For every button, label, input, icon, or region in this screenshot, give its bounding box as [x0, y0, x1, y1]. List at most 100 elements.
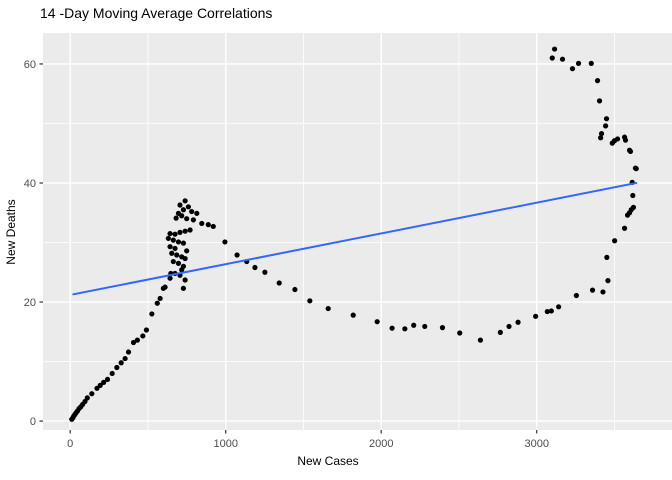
data-point	[187, 227, 193, 233]
data-point	[569, 66, 576, 72]
data-point	[559, 56, 566, 62]
data-point	[167, 275, 173, 281]
data-point	[170, 237, 176, 243]
data-point	[325, 305, 331, 312]
data-point	[180, 285, 187, 291]
data-point	[439, 325, 446, 331]
data-point	[402, 326, 408, 332]
data-point	[84, 395, 90, 401]
data-point	[170, 258, 176, 265]
data-point	[588, 60, 594, 66]
data-point	[497, 329, 503, 335]
data-point	[594, 78, 601, 84]
data-point	[575, 60, 582, 66]
data-point	[154, 300, 160, 306]
data-point	[551, 46, 558, 52]
data-point	[143, 327, 150, 333]
data-point	[172, 245, 178, 252]
data-point	[515, 319, 521, 325]
data-point	[184, 216, 190, 222]
plot-title: 14 -Day Moving Average Correlations	[40, 5, 273, 21]
data-point	[130, 339, 137, 346]
data-point	[605, 278, 611, 284]
y-tick-label: 20	[24, 297, 36, 309]
data-point	[205, 222, 211, 228]
data-point	[603, 116, 610, 122]
data-point	[122, 355, 128, 362]
data-point	[175, 260, 182, 266]
data-point	[180, 263, 187, 269]
data-point	[632, 165, 639, 171]
data-point	[549, 55, 555, 61]
data-point	[104, 376, 111, 383]
data-point	[252, 264, 258, 271]
plot-panel	[43, 33, 672, 430]
data-point	[182, 228, 188, 234]
data-point	[630, 204, 637, 210]
data-point	[182, 277, 188, 283]
y-tick-label: 0	[30, 416, 36, 428]
data-point	[389, 325, 395, 331]
data-point	[182, 255, 188, 262]
y-tick-label: 40	[24, 178, 36, 190]
data-point	[194, 210, 200, 216]
data-point	[621, 225, 628, 231]
data-point	[185, 204, 191, 210]
data-point	[157, 295, 163, 302]
data-point	[89, 391, 95, 397]
data-point	[180, 207, 187, 213]
x-tick-label: 0	[67, 438, 73, 450]
data-point	[169, 250, 175, 256]
data-point	[149, 311, 155, 317]
data-point	[596, 98, 603, 104]
data-point	[167, 230, 173, 237]
data-point	[180, 240, 187, 246]
data-point	[506, 323, 512, 330]
data-point	[630, 192, 636, 199]
data-point	[556, 304, 562, 310]
data-point	[477, 337, 484, 343]
data-point	[422, 323, 428, 330]
data-point	[184, 248, 190, 254]
data-point	[603, 123, 609, 129]
data-point	[600, 289, 606, 295]
data-point	[174, 252, 180, 258]
x-tick-label: 3000	[524, 438, 548, 450]
data-point	[189, 208, 195, 215]
data-point	[598, 135, 604, 141]
data-point	[173, 215, 179, 221]
data-point	[177, 202, 183, 208]
data-point	[234, 252, 240, 258]
data-point	[411, 322, 417, 328]
y-tick-label: 60	[24, 59, 36, 71]
data-point	[109, 370, 115, 377]
data-point	[182, 198, 188, 204]
data-point	[165, 235, 171, 241]
data-point	[548, 308, 554, 314]
data-point	[621, 134, 628, 140]
data-point	[190, 217, 196, 223]
data-point	[276, 280, 282, 286]
x-axis-title: New Cases	[297, 454, 359, 468]
data-point	[222, 239, 228, 245]
data-point	[114, 364, 120, 371]
data-point	[97, 382, 103, 388]
x-tick-label: 2000	[369, 438, 393, 450]
data-point	[573, 292, 579, 299]
data-point	[307, 298, 313, 304]
data-point	[598, 130, 605, 137]
data-point	[544, 308, 550, 315]
data-point	[609, 140, 615, 146]
data-point	[101, 379, 107, 385]
data-point	[457, 330, 463, 336]
data-point	[175, 239, 182, 245]
data-point	[177, 229, 183, 235]
data-point	[162, 284, 168, 290]
data-point	[626, 147, 633, 153]
data-point	[118, 360, 124, 366]
data-point	[533, 313, 539, 319]
data-point	[604, 254, 610, 260]
data-point	[350, 312, 356, 318]
